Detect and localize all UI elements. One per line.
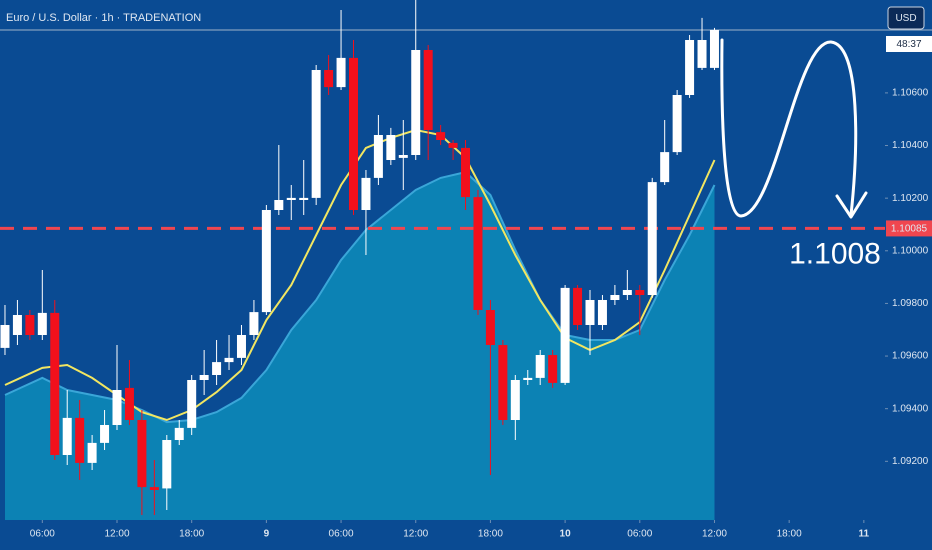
candle-body — [398, 155, 408, 158]
arrow-head — [835, 191, 868, 219]
candle-body — [573, 287, 583, 325]
level-annotation: 1.1008 — [789, 237, 881, 270]
y-tick-label: 1.10200 — [892, 193, 929, 204]
candle-body — [324, 70, 334, 88]
candle-body — [124, 387, 134, 420]
countdown-box — [886, 36, 932, 52]
candle-body — [162, 440, 172, 489]
candle-body — [709, 30, 719, 68]
candle-body — [461, 147, 471, 198]
candle-body — [25, 315, 35, 335]
candle-body — [236, 335, 246, 358]
plot-area — [0, 0, 932, 520]
level-price-tag — [886, 220, 932, 237]
candle-body — [187, 380, 197, 428]
candle-body — [523, 377, 533, 380]
candle-body — [249, 312, 259, 335]
candle-body — [548, 355, 558, 383]
candle-body — [473, 197, 483, 310]
x-tick-label: 06:00 — [329, 529, 354, 540]
candle-body — [149, 487, 159, 490]
candle-body — [647, 182, 657, 295]
y-tick-label: 1.09400 — [892, 403, 929, 414]
candle-body — [361, 177, 371, 210]
candle-body — [137, 420, 147, 488]
countdown-label: 48:37 — [896, 39, 921, 50]
x-tick-label: 18:00 — [777, 529, 802, 540]
x-tick-label: 12:00 — [702, 529, 727, 540]
candle-body — [510, 380, 520, 420]
candle-body — [311, 70, 321, 198]
candle-body — [635, 290, 645, 295]
candle-body — [75, 417, 85, 463]
x-tick-label: 06:00 — [30, 529, 55, 540]
candle-body — [685, 40, 695, 95]
candle-body — [336, 57, 346, 88]
candle-body — [672, 95, 682, 153]
candle-body — [274, 200, 284, 210]
candle-body — [224, 357, 234, 363]
y-tick-label: 1.10000 — [892, 245, 929, 256]
candle-body — [62, 417, 72, 455]
candle-body — [610, 295, 620, 300]
currency-button[interactable] — [887, 6, 925, 30]
x-tick-label: 12:00 — [104, 529, 129, 540]
candle-body — [660, 152, 670, 183]
candle-body — [585, 300, 595, 325]
candle-body — [485, 310, 495, 345]
x-tick-label: 06:00 — [627, 529, 652, 540]
x-tick-label: 9 — [264, 529, 270, 540]
level-price-label: 1.10085 — [891, 224, 928, 235]
candle-body — [261, 210, 271, 313]
candle-body — [12, 315, 22, 335]
candle-body — [373, 135, 383, 178]
candle-body — [349, 57, 359, 210]
candle-body — [50, 312, 60, 455]
candle-body — [535, 355, 545, 378]
candle-body — [87, 442, 97, 463]
candle-body — [498, 345, 508, 420]
x-tick-label: 18:00 — [478, 529, 503, 540]
candle-body — [436, 132, 446, 140]
candle-body — [597, 300, 607, 325]
candle-body — [386, 135, 396, 160]
y-tick-label: 1.09200 — [892, 456, 929, 467]
candle-body — [199, 375, 209, 380]
hand-drawn-arrow — [720, 38, 858, 218]
y-tick-label: 1.10600 — [892, 88, 929, 99]
x-tick-label: 10 — [560, 529, 572, 540]
candle-body — [112, 390, 122, 425]
candle-body — [37, 312, 47, 335]
candle-body — [697, 40, 707, 68]
candle-body — [174, 427, 184, 440]
x-tick-label: 18:00 — [179, 529, 204, 540]
candle-body — [286, 197, 296, 200]
y-tick-label: 1.09800 — [892, 298, 929, 309]
candle-body — [100, 425, 110, 443]
currency-label[interactable]: USD — [895, 13, 916, 24]
y-tick-label: 1.10400 — [892, 140, 929, 151]
chart-title: Euro / U.S. Dollar · 1h · TRADENATION — [6, 12, 201, 24]
candle-body — [411, 50, 421, 155]
y-tick-label: 1.09600 — [892, 351, 929, 362]
candle-body — [423, 50, 433, 130]
x-tick-label: 12:00 — [403, 529, 428, 540]
candle-body — [299, 197, 309, 200]
candle-body — [212, 362, 222, 375]
x-tick-label: 11 — [859, 529, 870, 540]
candle-body — [560, 287, 570, 383]
candle-body — [448, 142, 458, 148]
candle-body — [0, 325, 10, 348]
candle-body — [622, 290, 632, 295]
